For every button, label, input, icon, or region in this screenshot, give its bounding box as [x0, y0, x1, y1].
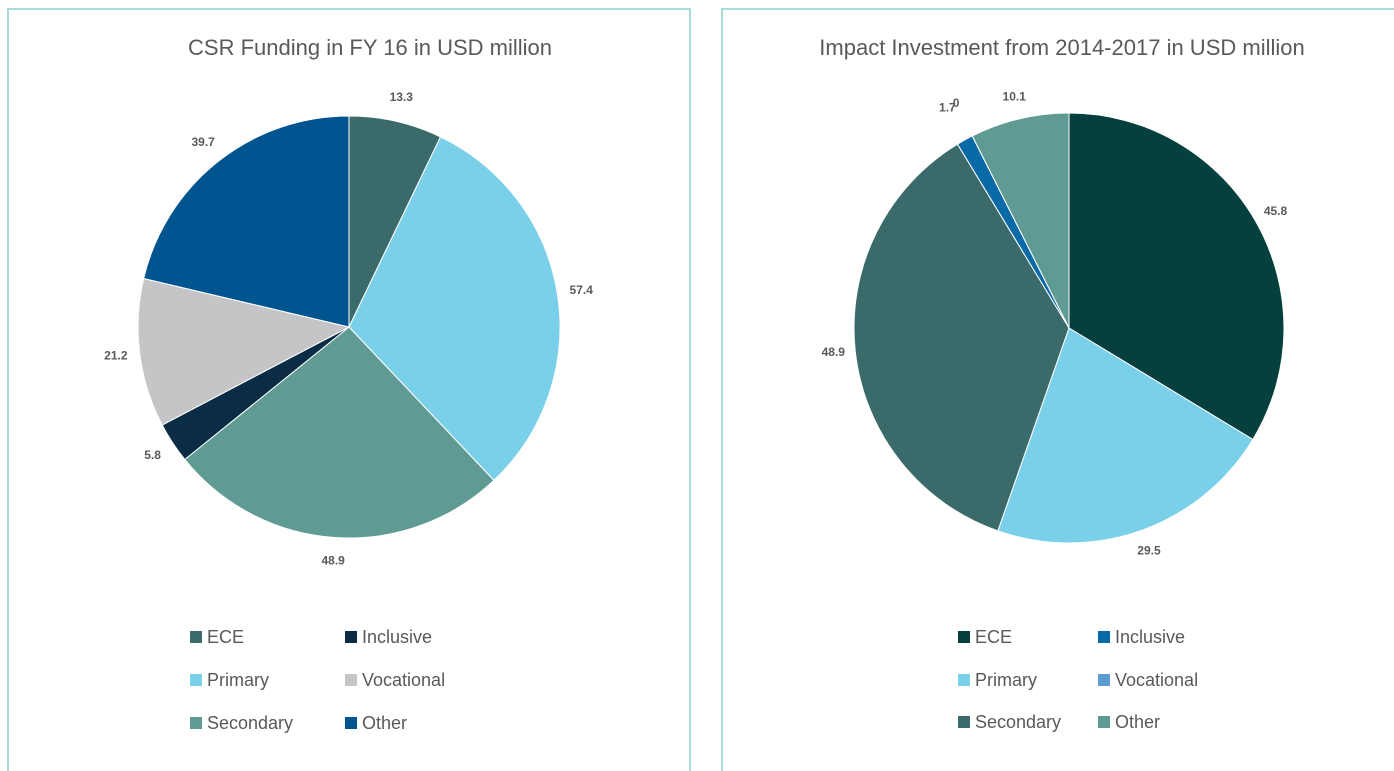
legend-swatch: [958, 674, 970, 686]
legend-label: Vocational: [1115, 670, 1198, 690]
data-label: 10.1: [1003, 90, 1027, 104]
pie-slice: [137, 277, 351, 426]
legend-swatch: [958, 631, 970, 643]
legend-label: Other: [1115, 712, 1160, 732]
data-label: 39.7: [191, 135, 215, 149]
data-label: 13.3: [390, 90, 414, 104]
legend-swatch: [345, 717, 357, 729]
data-label: 1.7: [939, 101, 956, 115]
legend-swatch: [1098, 716, 1110, 728]
pie-slice: [184, 326, 495, 539]
chart-title: Impact Investment from 2014-2017 in USD …: [819, 35, 1304, 60]
pie-slice: [971, 112, 1070, 329]
chart-frame: [721, 8, 1394, 771]
legend-swatch: [190, 631, 202, 643]
legend-swatch: [1098, 631, 1110, 643]
legend-label: Primary: [207, 670, 269, 690]
legend-label: ECE: [975, 627, 1012, 647]
legend-swatch: [1098, 674, 1110, 686]
pie-slice: [853, 143, 1070, 532]
legend-label: Other: [362, 713, 407, 733]
legend-label: Vocational: [362, 670, 445, 690]
legend-swatch: [958, 716, 970, 728]
data-label: 21.2: [104, 349, 128, 363]
data-label: 48.9: [822, 345, 846, 359]
legend-swatch: [345, 631, 357, 643]
pie-slice: [348, 136, 561, 482]
data-label: 45.8: [1264, 204, 1288, 218]
legend-label: Secondary: [975, 712, 1061, 732]
pie-slice: [997, 327, 1254, 544]
legend-swatch: [190, 717, 202, 729]
legend-label: Inclusive: [1115, 627, 1185, 647]
legend-label: Primary: [975, 670, 1037, 690]
legend-label: ECE: [207, 627, 244, 647]
legend-swatch: [345, 674, 357, 686]
legend-label: Secondary: [207, 713, 293, 733]
chart-title: CSR Funding in FY 16 in USD million: [188, 35, 552, 60]
data-label: 5.8: [144, 448, 161, 462]
data-label: 57.4: [570, 283, 594, 297]
pie-slice: [1068, 112, 1285, 441]
legend-label: Inclusive: [362, 627, 432, 647]
legend-swatch: [190, 674, 202, 686]
pie-slice: [143, 115, 350, 328]
data-label: 29.5: [1137, 543, 1161, 557]
data-label: 0: [953, 96, 960, 110]
data-label: 48.9: [321, 554, 345, 568]
chart-frame: [7, 8, 691, 771]
